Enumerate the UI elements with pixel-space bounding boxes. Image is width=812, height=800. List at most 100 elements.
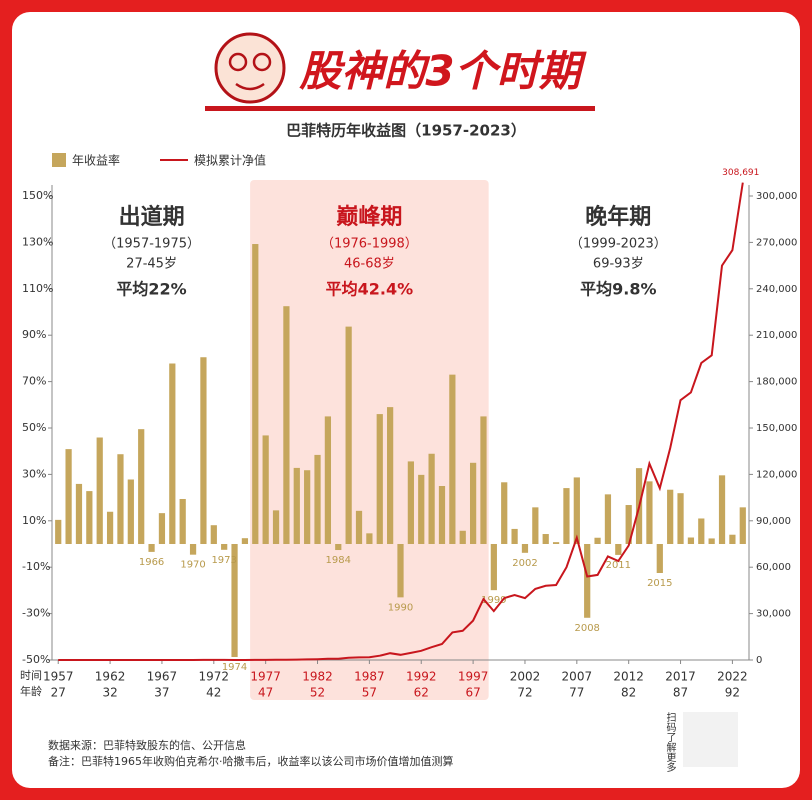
y2-tick-label: 240,000 [756, 284, 797, 295]
x-tick-label: 1972 [199, 670, 230, 684]
qr-caption: 扫码了解更多 [664, 711, 676, 773]
qr-code [683, 712, 738, 767]
x-tick-label: 1962 [95, 670, 126, 684]
year-callout: 1973 [211, 555, 236, 566]
bar [200, 357, 207, 544]
bar [345, 326, 352, 544]
y-tick-label: 150% [22, 189, 53, 202]
bar [625, 505, 632, 544]
bar [241, 538, 249, 544]
bar [314, 454, 321, 544]
year-callout: 2002 [512, 558, 537, 569]
period-avg: 平均22% [116, 280, 186, 299]
bar [272, 510, 280, 544]
bar [594, 537, 601, 544]
bar [521, 544, 529, 553]
period-ages: 46-68岁 [344, 257, 395, 272]
bar [189, 544, 197, 555]
bar [252, 244, 259, 545]
bar [283, 306, 290, 544]
period-ages: 27-45岁 [126, 257, 177, 272]
bar [532, 507, 539, 544]
age-label: 67 [465, 686, 480, 700]
bar [158, 513, 166, 544]
period-range: （1976-1998） [321, 237, 418, 252]
legend-label: 模拟累计净值 [194, 153, 266, 168]
age-label: 62 [414, 686, 429, 700]
y2-tick-label: 0 [756, 655, 762, 666]
period-range: （1957-1975） [103, 237, 200, 252]
x-tick-label: 1957 [43, 670, 74, 684]
bar [573, 477, 580, 544]
bar [656, 544, 663, 573]
x-tick-label: 1967 [147, 670, 178, 684]
bar [667, 489, 674, 544]
age-label: 42 [206, 686, 221, 700]
age-label: 47 [258, 686, 273, 700]
bar [106, 511, 114, 544]
bar [210, 525, 217, 544]
bar [387, 407, 394, 544]
y2-tick-label: 150,000 [756, 423, 797, 434]
period-name: 巅峰期 [336, 204, 402, 230]
bar [459, 530, 466, 544]
bar [335, 544, 342, 551]
bar [552, 542, 560, 544]
bar [501, 482, 508, 544]
age-label: 72 [517, 686, 532, 700]
source: 数据来源：巴菲特致股东的信、公开信息 [48, 738, 246, 752]
period-highlight [250, 180, 489, 700]
age-label: 27 [51, 686, 66, 700]
y-tick-label: 30% [22, 467, 46, 480]
x-tick-label: 2012 [613, 670, 644, 684]
y-tick-label: -30% [22, 607, 50, 620]
year-callout: 2011 [606, 560, 631, 571]
age-label: 37 [154, 686, 169, 700]
y2-tick-label: 30,000 [756, 609, 791, 620]
bar [480, 416, 487, 544]
year-callout: 1990 [388, 602, 413, 613]
y2-tick-label: 180,000 [756, 377, 797, 388]
x-tick-label: 2002 [510, 670, 541, 684]
x-tick-label: 1987 [354, 670, 385, 684]
bar [138, 429, 145, 544]
bar [739, 507, 746, 544]
bar [407, 461, 414, 544]
x-tick-label: 1977 [250, 670, 281, 684]
note: 备注：巴菲特1965年收购伯克希尔·哈撒韦后，收益率以该公司市场价值增加值测算 [48, 754, 454, 768]
bar [376, 414, 383, 544]
bar [563, 488, 570, 544]
y-tick-label: 70% [22, 375, 46, 388]
bar [698, 518, 705, 544]
age-label: 87 [673, 686, 688, 700]
x-tick-label: 1992 [406, 670, 437, 684]
age-label: 82 [621, 686, 636, 700]
period-name: 出道期 [119, 204, 185, 230]
y-tick-label: 130% [22, 235, 53, 248]
x-tick-label: 2022 [717, 670, 748, 684]
y-tick-label: 90% [22, 328, 46, 341]
legend-label: 年收益率 [72, 153, 120, 168]
title-underline [205, 106, 595, 111]
y2-tick-label: 90,000 [756, 516, 791, 527]
bar [117, 454, 124, 544]
bar [55, 519, 62, 544]
bar [729, 534, 736, 544]
age-label: 77 [569, 686, 584, 700]
bar [615, 544, 622, 555]
bar [438, 486, 446, 544]
age-label: 92 [725, 686, 740, 700]
bar [324, 416, 332, 544]
bar [75, 483, 83, 544]
chart-title: 巴菲特历年收益图（1957-2023） [286, 122, 526, 140]
bar [542, 534, 549, 544]
period-name: 晚年期 [585, 204, 651, 230]
x-row-label: 时间 [20, 669, 42, 682]
bar [449, 374, 456, 544]
age-label: 32 [102, 686, 117, 700]
bar [293, 467, 300, 544]
period-ages: 69-93岁 [593, 257, 644, 272]
bar [86, 491, 93, 544]
y2-tick-label: 210,000 [756, 330, 797, 341]
y2-tick-label: 120,000 [756, 469, 797, 480]
